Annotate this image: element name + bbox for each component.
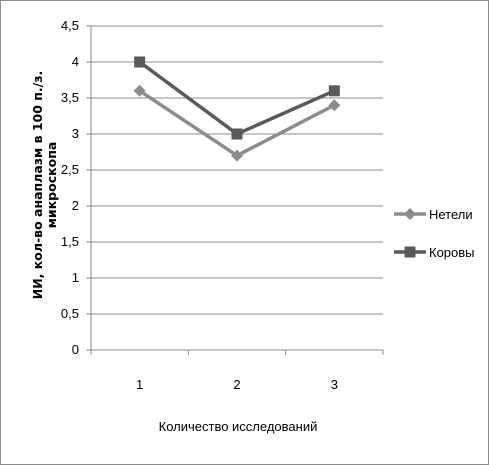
- data-point: [134, 56, 146, 68]
- y-tick-label: 3,5: [61, 90, 79, 105]
- legend-label: Нетели: [429, 207, 473, 222]
- y-tick-label: 0,5: [61, 306, 79, 321]
- data-point: [231, 149, 243, 162]
- y-tick-label: 2: [72, 198, 79, 213]
- y-axis-label-line2: микроскопа: [44, 142, 59, 229]
- legend-item: Коровы: [394, 245, 475, 260]
- y-tick-label: 1: [72, 270, 79, 285]
- y-axis-label: ИИ, кол-во анаплазм в 100 п./з.: [30, 71, 45, 300]
- legend-marker: [404, 246, 416, 258]
- legend: Нетели Коровы: [394, 207, 475, 260]
- y-tick-label: 1,5: [61, 234, 79, 249]
- series-line: [138, 89, 336, 158]
- legend-label: Коровы: [429, 245, 475, 260]
- x-tick-label: 1: [136, 377, 143, 392]
- y-tick-label: 4,5: [61, 18, 79, 33]
- y-tick-label: 2,5: [61, 162, 79, 177]
- data-point: [328, 99, 341, 112]
- series-square: [134, 56, 340, 140]
- x-axis-label: Количество исследований: [159, 419, 318, 434]
- series-group: [133, 56, 341, 162]
- data-point: [328, 85, 340, 97]
- axes: [90, 26, 384, 355]
- gridlines: [86, 25, 383, 351]
- y-tick-label: 0: [72, 342, 79, 357]
- series-diamond: [133, 84, 341, 162]
- x-tick-label: 2: [233, 377, 240, 392]
- data-point: [133, 84, 146, 97]
- legend-marker: [404, 208, 416, 220]
- legend-item: Нетели: [394, 207, 473, 222]
- x-tick-label: 3: [331, 377, 338, 392]
- y-tick-label: 3: [72, 126, 79, 141]
- y-tick-label: 4: [72, 54, 79, 69]
- x-tick-labels: 1 2 3: [136, 377, 338, 392]
- y-tick-labels: 0 0,5 1 1,5 2 2,5 3 3,5 4 4,5: [61, 18, 79, 357]
- data-point: [231, 128, 243, 140]
